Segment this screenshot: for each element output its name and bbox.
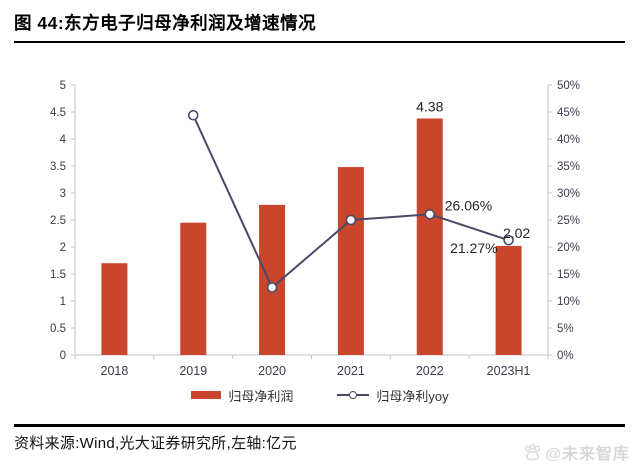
figure-title: 图 44:东方电子归母净利润及增速情况 <box>14 13 317 33</box>
data-label-2.02: 2.02 <box>503 225 530 241</box>
right-tick-label: 50% <box>557 80 580 92</box>
marker-dot <box>349 391 358 399</box>
chart-canvas: 00.511.522.533.544.550%5%10%15%20%25%30%… <box>50 80 580 378</box>
bar-2021 <box>337 167 364 355</box>
right-tick-label: 30% <box>557 188 580 200</box>
right-tick-label: 35% <box>557 161 580 173</box>
x-label-2022: 2022 <box>416 364 444 378</box>
yoy-marker-2021 <box>345 214 357 226</box>
yoy-marker-2023H1 <box>503 234 514 246</box>
left-tick-label: 2 <box>60 242 66 254</box>
yoy-marker-2020 <box>266 282 278 293</box>
right-tick-label: 0% <box>557 350 574 362</box>
x-label-2023H1: 2023H1 <box>487 364 531 378</box>
data-label-21.27%: 21.27% <box>450 240 497 256</box>
left-tick-label: 3.5 <box>50 161 66 173</box>
left-tick-label: 1 <box>60 296 66 308</box>
left-tick-label: 0 <box>60 350 66 362</box>
left-tick-label: 1.5 <box>50 269 66 281</box>
data-label-26.06%: 26.06% <box>445 197 492 213</box>
right-tick-label: 20% <box>557 242 580 254</box>
left-tick-label: 0.5 <box>50 323 66 335</box>
left-tick-label: 2.5 <box>50 215 66 227</box>
legend-item-yoy: 归母净利yoy <box>337 386 449 405</box>
x-label-2018: 2018 <box>101 364 129 378</box>
right-tick-label: 5% <box>557 323 574 335</box>
left-tick-label: 4.5 <box>50 107 66 119</box>
bar-2018 <box>101 263 128 355</box>
bar-2023H1 <box>495 245 522 355</box>
right-tick-label: 10% <box>557 296 580 308</box>
x-label-2021: 2021 <box>337 364 365 378</box>
bar-swatch-icon <box>191 391 222 399</box>
bar-2019 <box>180 222 207 355</box>
right-tick-label: 40% <box>557 134 580 146</box>
title-divider <box>14 41 625 43</box>
footer-divider <box>14 424 625 427</box>
chart-legend: 归母净利润 归母净利yoy <box>0 386 640 404</box>
paw-icon <box>525 443 541 460</box>
source-note: 资料来源:Wind,光大证券研究所,左轴:亿元 <box>14 435 297 452</box>
left-tick-label: 5 <box>60 80 66 92</box>
right-tick-label: 25% <box>557 215 580 227</box>
yoy-marker-2022 <box>424 208 436 220</box>
legend-item-net-profit: 归母净利润 <box>191 386 293 405</box>
bar-2022 <box>416 118 443 355</box>
right-tick-label: 15% <box>557 269 580 281</box>
legend-label-yoy: 归母净利yoy <box>376 388 449 404</box>
left-tick-label: 4 <box>60 134 67 146</box>
x-label-2019: 2019 <box>179 364 207 378</box>
watermark: @未来智库 <box>523 440 630 464</box>
yoy-marker-2019 <box>187 109 199 121</box>
watermark-text: @未来智库 <box>545 446 630 463</box>
x-label-2020: 2020 <box>258 364 286 378</box>
data-label-4.38: 4.38 <box>416 98 443 114</box>
legend-label-net-profit: 归母净利润 <box>228 388 294 404</box>
line-marker-swatch-icon <box>337 391 370 399</box>
right-tick-label: 45% <box>557 107 580 119</box>
left-tick-label: 3 <box>60 188 66 200</box>
